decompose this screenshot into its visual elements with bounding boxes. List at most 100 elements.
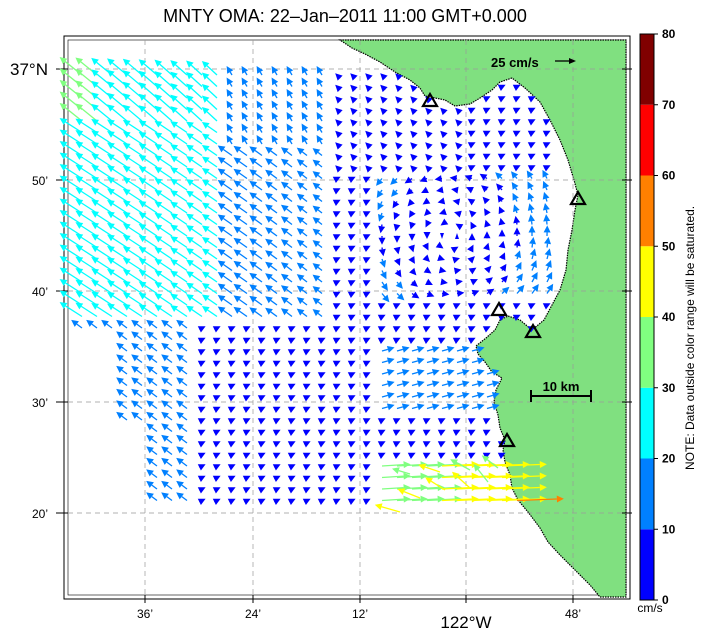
current-vector — [317, 372, 326, 379]
current-vector — [426, 345, 440, 353]
current-vector — [441, 380, 455, 388]
current-vector — [419, 175, 428, 183]
current-vector — [527, 107, 536, 114]
current-vector — [296, 182, 308, 191]
lon-label-24: 24’ — [245, 607, 261, 621]
current-vector — [257, 395, 266, 402]
current-vector — [212, 498, 221, 505]
current-vector — [362, 349, 371, 356]
current-vector — [302, 337, 311, 344]
current-vector — [107, 142, 128, 157]
current-vector — [437, 326, 446, 333]
current-vector — [242, 464, 251, 471]
current-vector — [131, 411, 143, 421]
current-vector — [347, 372, 356, 379]
current-vector — [233, 283, 248, 295]
current-vector — [393, 211, 401, 220]
current-vector — [516, 284, 525, 294]
map-title: MNTY OMA: 22–Jan–2011 11:00 GMT+0.000 — [163, 6, 527, 26]
current-vector — [161, 446, 173, 456]
current-vector — [280, 285, 293, 295]
current-vector — [365, 153, 373, 162]
current-vector — [212, 349, 221, 356]
current-vector — [425, 165, 433, 173]
current-vector — [227, 326, 236, 333]
current-vector — [170, 282, 188, 295]
current-vector — [542, 203, 550, 214]
current-vector — [286, 123, 294, 133]
current-vector — [450, 246, 459, 254]
current-vector — [441, 403, 455, 411]
current-vector — [131, 400, 143, 410]
current-vector — [201, 191, 218, 203]
current-vector — [471, 357, 485, 365]
lat-label-40: 40’ — [32, 285, 48, 299]
current-vector — [272, 452, 281, 459]
current-vector — [498, 217, 506, 226]
current-vector — [272, 372, 281, 379]
current-vector — [530, 260, 537, 271]
current-vector — [186, 144, 203, 157]
current-vector — [439, 208, 447, 216]
current-vector — [249, 169, 263, 180]
current-vector — [501, 286, 510, 295]
current-vector — [332, 199, 341, 206]
current-vector — [347, 498, 356, 505]
current-vector — [154, 82, 173, 99]
current-vector — [380, 142, 388, 150]
current-vector — [217, 191, 233, 203]
current-vector — [146, 365, 158, 375]
current-vector — [296, 285, 308, 295]
current-vector — [186, 271, 203, 283]
current-vector — [317, 452, 326, 459]
current-vector — [176, 331, 188, 341]
current-vector — [197, 464, 206, 471]
colorbar-cells — [640, 34, 654, 600]
current-vector — [122, 119, 143, 134]
current-vector — [497, 142, 506, 149]
current-vector — [411, 291, 420, 299]
current-vector — [544, 248, 552, 260]
distance-scale: 10 km — [530, 379, 592, 402]
current-vector — [287, 418, 296, 425]
current-vector — [497, 194, 505, 203]
current-vector — [201, 294, 218, 306]
current-vector — [122, 188, 143, 203]
current-vector — [154, 247, 173, 260]
current-vector — [482, 96, 491, 103]
current-vector — [296, 239, 308, 249]
current-vector — [296, 159, 308, 168]
current-vector — [395, 153, 403, 162]
current-vector — [170, 178, 188, 191]
current-vector — [438, 266, 447, 274]
current-vector — [317, 487, 326, 494]
current-vector — [227, 360, 236, 367]
current-vector — [362, 452, 371, 459]
current-vector — [201, 106, 218, 122]
current-vector — [71, 319, 83, 329]
current-vector — [286, 135, 294, 145]
current-vector — [452, 471, 471, 489]
current-vector — [467, 418, 476, 425]
current-vector — [347, 245, 356, 252]
current-vector — [161, 342, 173, 352]
current-vector — [116, 354, 128, 364]
current-vector — [527, 142, 536, 149]
current-vector — [392, 326, 401, 333]
current-vector — [312, 286, 323, 295]
current-vector — [410, 119, 418, 127]
current-vector — [395, 73, 403, 81]
current-vector — [249, 192, 263, 203]
current-vector — [257, 452, 266, 459]
current-vector — [75, 130, 98, 145]
current-vector — [154, 304, 173, 318]
current-vector — [154, 120, 173, 134]
current-vector — [423, 231, 431, 239]
current-vector — [393, 223, 401, 232]
current-vector — [170, 155, 188, 168]
current-vector — [484, 265, 492, 274]
current-vector — [347, 268, 356, 275]
current-vector — [362, 222, 371, 229]
current-vector — [91, 291, 113, 306]
current-vector — [186, 72, 203, 87]
